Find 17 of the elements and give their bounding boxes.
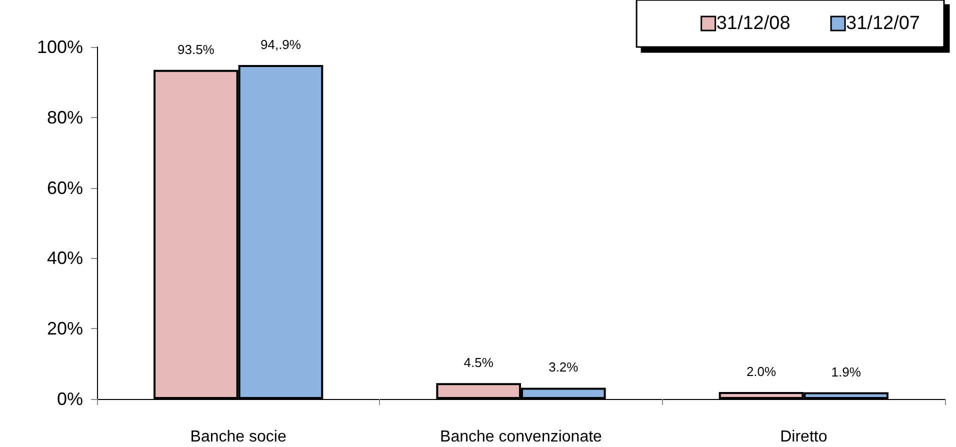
y-tick-label: 0% [56,389,83,409]
x-tick-label: Banche socie [190,428,286,446]
data-label: 3.2% [548,360,579,375]
data-label: 93.5% [177,42,215,57]
legend-label: 31/12/08 [716,13,790,34]
data-label: 94,.9% [260,36,302,52]
data-label: 4.5% [464,355,494,370]
data-label: 2.0% [746,364,777,379]
data-label: 1.9% [831,364,862,380]
x-tick-label: Diretto [780,428,828,446]
x-tick-label: Banche convenzionate [440,428,602,446]
y-tick-label: 20% [46,318,83,339]
y-tick-label: 100% [36,37,83,57]
y-tick-label: 40% [46,248,83,268]
legend-label: 31/12/07 [846,13,920,34]
y-tick-label: 60% [46,178,83,198]
y-tick-label: 80% [46,107,83,128]
